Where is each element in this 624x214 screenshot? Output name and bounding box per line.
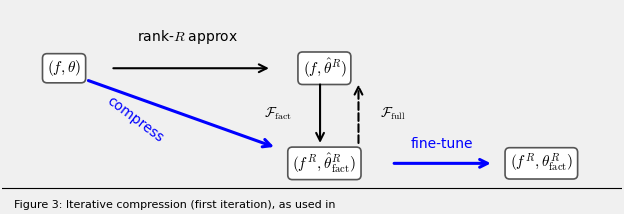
Text: $\mathcal{F}_{\mathrm{fact}}$: $\mathcal{F}_{\mathrm{fact}}$ <box>264 106 292 122</box>
Text: $(f^{R}, \hat{\theta}^{R}_{\mathrm{fact}})$: $(f^{R}, \hat{\theta}^{R}_{\mathrm{fact}… <box>293 152 356 175</box>
Text: rank-$R$ approx: rank-$R$ approx <box>137 28 238 46</box>
Text: fine-tune: fine-tune <box>411 137 474 151</box>
Text: $(f, \hat{\theta}^{R})$: $(f, \hat{\theta}^{R})$ <box>303 56 346 80</box>
Text: compress: compress <box>104 94 166 146</box>
Text: Figure 3: Iterative compression (first iteration), as used in: Figure 3: Iterative compression (first i… <box>14 200 336 210</box>
Text: $(f^{R}, \theta^{R}_{\mathrm{fact}})$: $(f^{R}, \theta^{R}_{\mathrm{fact}})$ <box>510 152 573 174</box>
Text: $(f, \theta)$: $(f, \theta)$ <box>47 58 81 78</box>
Text: $\mathcal{F}_{\mathrm{full}}$: $\mathcal{F}_{\mathrm{full}}$ <box>379 106 406 122</box>
